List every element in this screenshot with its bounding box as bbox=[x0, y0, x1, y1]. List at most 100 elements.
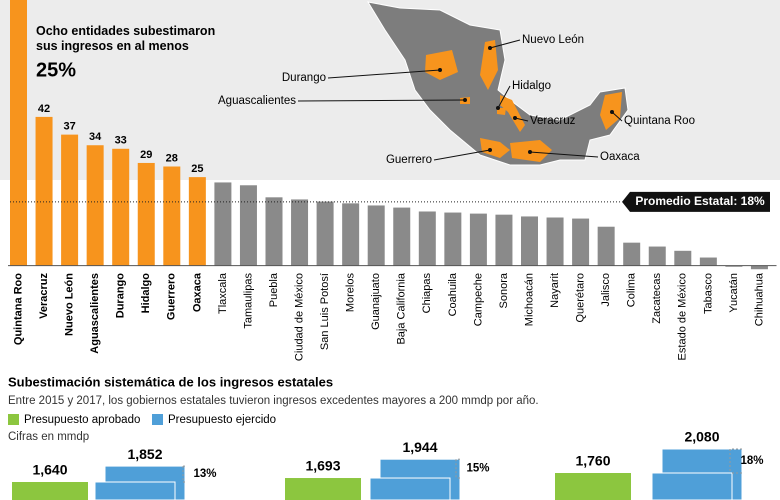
x-tick-label: Tabasco bbox=[702, 273, 714, 314]
bar bbox=[291, 199, 309, 266]
section-title: Subestimación sistemática de los ingreso… bbox=[8, 374, 333, 389]
x-tick-label: Yucatán bbox=[728, 273, 740, 313]
map-label: Oaxaca bbox=[600, 151, 640, 163]
map-leader bbox=[327, 69, 441, 79]
map-dot bbox=[610, 110, 614, 114]
map-label: Nuevo León bbox=[522, 34, 584, 46]
map-leader bbox=[433, 149, 491, 161]
approved-bar bbox=[12, 482, 88, 500]
x-tick-label: Coahuila bbox=[447, 272, 459, 316]
x-tick-label: Jalisco bbox=[600, 273, 612, 307]
bar bbox=[750, 265, 768, 270]
bar bbox=[137, 162, 155, 266]
bar bbox=[469, 213, 487, 266]
state-durango bbox=[425, 50, 458, 80]
value-label: 28 bbox=[166, 152, 178, 164]
executed-label: 2,080 bbox=[684, 429, 719, 445]
pct-label: 15% bbox=[466, 463, 489, 475]
average-tag bbox=[622, 191, 770, 212]
map bbox=[366, 1, 629, 166]
executed-label: 1,852 bbox=[127, 446, 162, 462]
value-label: 29 bbox=[140, 149, 152, 161]
x-tick-label: Morelos bbox=[345, 273, 357, 313]
executed-bar-front bbox=[94, 481, 176, 500]
pct-label: 18% bbox=[740, 455, 763, 467]
x-tick-label: Baja California bbox=[396, 272, 408, 344]
map-dot bbox=[463, 98, 467, 102]
state-veracruz bbox=[500, 95, 525, 132]
bar bbox=[239, 185, 257, 266]
x-tick-label: Sonora bbox=[498, 272, 510, 308]
map-dot bbox=[496, 106, 500, 110]
executed-label: 1,944 bbox=[402, 439, 437, 455]
legend-swatch bbox=[8, 414, 19, 425]
bar bbox=[418, 211, 436, 266]
map-dot bbox=[513, 116, 517, 120]
map-leader bbox=[297, 99, 466, 102]
bar bbox=[367, 205, 385, 266]
section-subtitle: Entre 2015 y 2017, los gobiernos estatal… bbox=[8, 395, 539, 407]
x-tick-label: Estado de México bbox=[677, 273, 689, 360]
approved-label: 1,693 bbox=[305, 458, 340, 474]
average-label: Promedio Estatal: 18% bbox=[635, 194, 765, 208]
map-leader bbox=[489, 39, 521, 49]
approved-label: 1,640 bbox=[32, 462, 67, 478]
x-tick-label: Nayarit bbox=[549, 273, 561, 308]
legend-swatch bbox=[152, 414, 163, 425]
state-guerrero bbox=[480, 138, 510, 158]
x-tick-label: Michoacán bbox=[523, 273, 535, 326]
map-label: Veracruz bbox=[530, 115, 576, 127]
x-tick-label: Oaxaca bbox=[191, 272, 203, 312]
bar bbox=[495, 214, 513, 266]
value-label: 34 bbox=[89, 131, 102, 143]
annotation-value: 25% bbox=[36, 59, 76, 81]
map-label: Quintana Roo bbox=[624, 115, 695, 127]
bar bbox=[35, 116, 53, 266]
legend-label: Presupuesto aprobado bbox=[24, 414, 140, 426]
note: Cifras en mmdp bbox=[8, 431, 89, 443]
bar bbox=[699, 257, 717, 266]
bar bbox=[623, 242, 641, 266]
state-nuevo-leon bbox=[480, 40, 498, 90]
map-dot bbox=[528, 150, 532, 154]
x-tick-label: Durango bbox=[115, 273, 127, 319]
pct-label: 13% bbox=[193, 468, 216, 480]
x-tick-label: Tlaxcala bbox=[217, 272, 229, 314]
x-tick-label: Quintana Roo bbox=[12, 273, 24, 345]
x-tick-label: Nuevo León bbox=[64, 273, 76, 336]
bar bbox=[546, 217, 564, 266]
map-label: Guerrero bbox=[386, 154, 432, 166]
x-tick-label: Guanajuato bbox=[370, 273, 382, 330]
value-label: 42 bbox=[38, 103, 50, 115]
approved-bar bbox=[285, 478, 361, 500]
x-tick-label: Campeche bbox=[472, 273, 484, 326]
approved-bar bbox=[555, 473, 631, 500]
bar bbox=[112, 148, 130, 266]
executed-bar-front bbox=[369, 477, 451, 500]
bar bbox=[214, 182, 232, 266]
bar bbox=[342, 203, 360, 266]
x-tick-label: Tamaulipas bbox=[242, 273, 254, 329]
map-dot bbox=[438, 68, 442, 72]
value-label: 37 bbox=[63, 121, 75, 133]
x-tick-label: Puebla bbox=[268, 272, 280, 307]
bar bbox=[674, 250, 692, 266]
map-label: Hidalgo bbox=[512, 80, 551, 92]
map-leader bbox=[514, 117, 529, 122]
bar bbox=[444, 212, 462, 266]
map-dot bbox=[488, 46, 492, 50]
executed-bar-front bbox=[651, 472, 733, 500]
map-label: Durango bbox=[282, 72, 326, 84]
state-hidalgo bbox=[497, 108, 506, 115]
x-tick-label: Aguascalientes bbox=[89, 273, 101, 354]
bar bbox=[597, 226, 615, 266]
bar bbox=[86, 145, 104, 266]
legend-label: Presupuesto ejercido bbox=[168, 414, 276, 426]
annotation: Ocho entidades subestimaron sus ingresos … bbox=[36, 24, 215, 53]
value-label: 25 bbox=[191, 163, 203, 175]
bar bbox=[10, 0, 27, 266]
bar bbox=[393, 207, 411, 266]
x-tick-label: Colima bbox=[626, 272, 638, 307]
bar bbox=[725, 265, 743, 267]
